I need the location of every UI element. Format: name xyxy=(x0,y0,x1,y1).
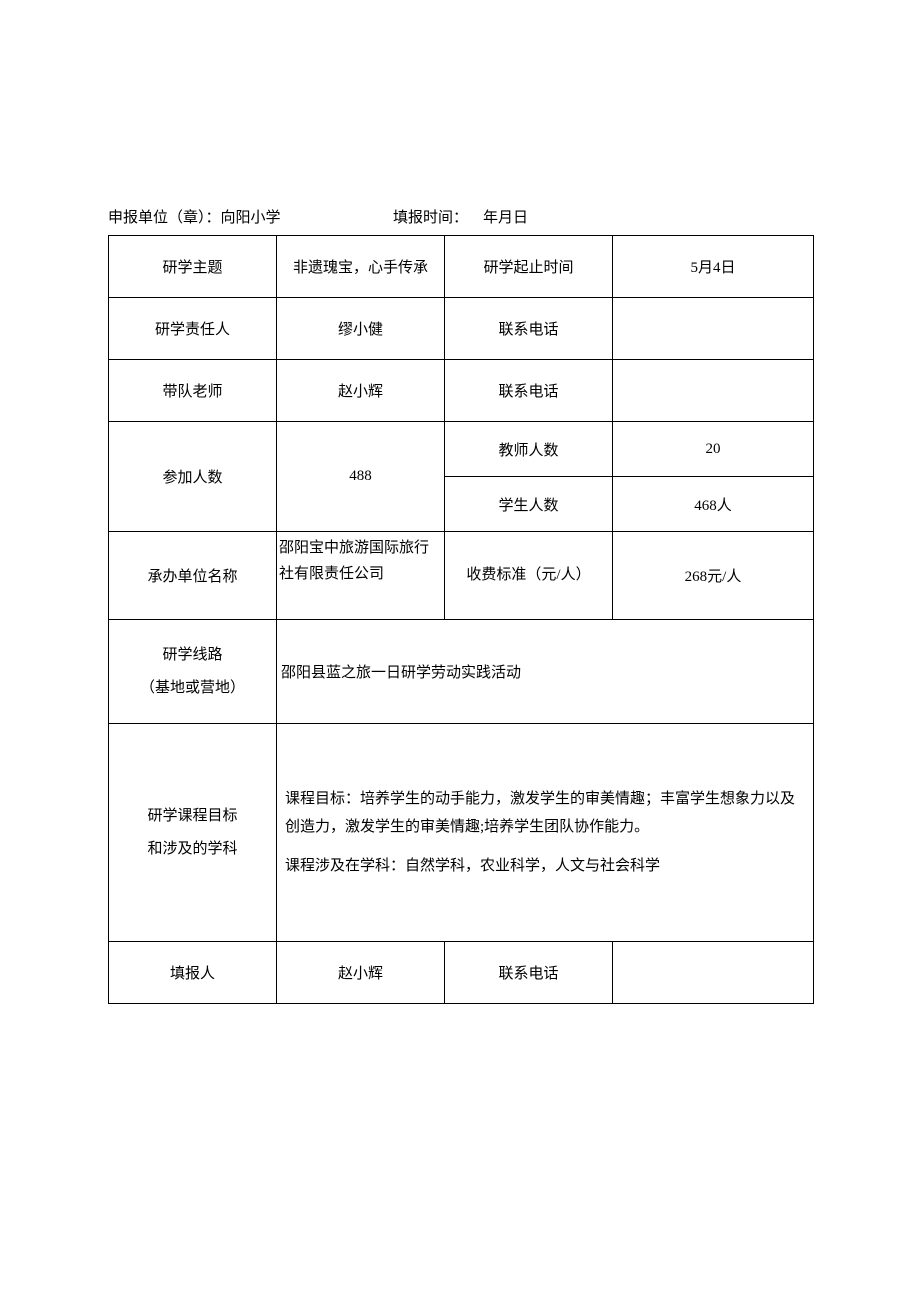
teacher-phone-value xyxy=(613,360,814,422)
leader-value: 缪小健 xyxy=(277,298,445,360)
fee-label: 收费标准（元/人） xyxy=(445,532,613,620)
theme-label: 研学主题 xyxy=(109,236,277,298)
table-row: 承办单位名称 邵阳宝中旅游国际旅行社有限责任公司 收费标准（元/人） 268元/… xyxy=(109,532,814,620)
goals-value: 课程目标：培养学生的动手能力，激发学生的审美情趣；丰富学生想象力以及创造力，激发… xyxy=(277,724,814,942)
theme-time-label: 研学起止时间 xyxy=(445,236,613,298)
teacher-count-label: 教师人数 xyxy=(445,422,613,477)
leader-phone-value xyxy=(613,298,814,360)
reporter-value: 赵小辉 xyxy=(277,942,445,1004)
route-label-line1: 研学线路 xyxy=(109,639,276,672)
participants-total: 488 xyxy=(277,422,445,532)
goals-label-line2: 和涉及的学科 xyxy=(109,833,276,866)
reporter-phone-value xyxy=(613,942,814,1004)
leader-label: 研学责任人 xyxy=(109,298,277,360)
table-row: 带队老师 赵小辉 联系电话 xyxy=(109,360,814,422)
teacher-label: 带队老师 xyxy=(109,360,277,422)
organizer-value: 邵阳宝中旅游国际旅行社有限责任公司 xyxy=(277,532,445,620)
table-row: 填报人 赵小辉 联系电话 xyxy=(109,942,814,1004)
table-row: 参加人数 488 教师人数 20 xyxy=(109,422,814,477)
participants-label: 参加人数 xyxy=(109,422,277,532)
org-name: 向阳小学 xyxy=(221,210,281,226)
goals-label-line1: 研学课程目标 xyxy=(109,800,276,833)
goals-label: 研学课程目标 和涉及的学科 xyxy=(109,724,277,942)
header-org: 申报单位（章）：向阳小学 xyxy=(108,206,393,227)
table-row: 研学责任人 缪小健 联系电话 xyxy=(109,298,814,360)
table-row: 研学课程目标 和涉及的学科 课程目标：培养学生的动手能力，激发学生的审美情趣；丰… xyxy=(109,724,814,942)
route-label: 研学线路 （基地或营地） xyxy=(109,620,277,724)
time-label: 填报时间： xyxy=(393,210,468,226)
leader-phone-label: 联系电话 xyxy=(445,298,613,360)
reporter-label: 填报人 xyxy=(109,942,277,1004)
time-value: 年月日 xyxy=(483,210,528,226)
header-time: 填报时间： 年月日 xyxy=(393,206,813,227)
teacher-count-value: 20 xyxy=(613,422,814,477)
student-count-value: 468人 xyxy=(613,477,814,532)
application-table: 研学主题 非遗瑰宝，心手传承 研学起止时间 5月4日 研学责任人 缪小健 联系电… xyxy=(108,235,814,1004)
form-container: 申报单位（章）：向阳小学 填报时间： 年月日 研学主题 非遗瑰宝，心手传承 研学… xyxy=(108,206,813,1004)
theme-value: 非遗瑰宝，心手传承 xyxy=(277,236,445,298)
teacher-phone-label: 联系电话 xyxy=(445,360,613,422)
goals-para1: 课程目标：培养学生的动手能力，激发学生的审美情趣；丰富学生想象力以及创造力，激发… xyxy=(285,785,805,842)
route-value: 邵阳县蓝之旅一日研学劳动实践活动 xyxy=(277,620,814,724)
student-count-label: 学生人数 xyxy=(445,477,613,532)
organizer-label: 承办单位名称 xyxy=(109,532,277,620)
org-label: 申报单位（章）： xyxy=(108,210,221,226)
header-line: 申报单位（章）：向阳小学 填报时间： 年月日 xyxy=(108,206,813,227)
table-row: 研学主题 非遗瑰宝，心手传承 研学起止时间 5月4日 xyxy=(109,236,814,298)
reporter-phone-label: 联系电话 xyxy=(445,942,613,1004)
teacher-value: 赵小辉 xyxy=(277,360,445,422)
goals-para2: 课程涉及在学科：自然学科，农业科学，人文与社会科学 xyxy=(285,852,805,881)
fee-value: 268元/人 xyxy=(613,532,814,620)
theme-time-value: 5月4日 xyxy=(613,236,814,298)
table-row: 研学线路 （基地或营地） 邵阳县蓝之旅一日研学劳动实践活动 xyxy=(109,620,814,724)
route-label-line2: （基地或营地） xyxy=(109,672,276,705)
